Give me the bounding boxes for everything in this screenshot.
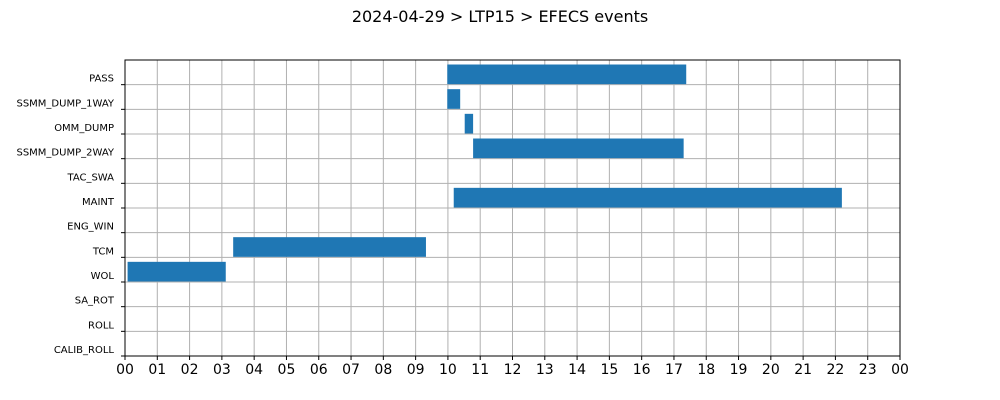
event-bar-maint bbox=[453, 187, 842, 208]
x-tick-label: 05 bbox=[278, 362, 296, 378]
chart-title: 2024-04-29 > LTP15 > EFECS events bbox=[352, 7, 648, 26]
axis-ticks bbox=[121, 84, 901, 360]
event-bars bbox=[127, 64, 842, 282]
x-tick-label: 07 bbox=[342, 362, 360, 378]
x-tick-label: 16 bbox=[633, 362, 651, 378]
y-tick-label: ROLL bbox=[88, 320, 114, 331]
x-tick-label: 18 bbox=[697, 362, 715, 378]
x-tick-label: 00 bbox=[116, 362, 134, 378]
y-tick-label: CALIB_ROLL bbox=[54, 345, 115, 356]
x-tick-label: 11 bbox=[471, 362, 489, 378]
x-tick-label: 03 bbox=[213, 362, 231, 378]
event-bar-pass bbox=[447, 64, 687, 85]
y-tick-label: TCM bbox=[92, 246, 114, 257]
event-bar-tcm bbox=[233, 237, 426, 257]
x-tick-label: 19 bbox=[730, 362, 748, 378]
x-tick-label: 12 bbox=[504, 362, 522, 378]
y-tick-label: TAC_SWA bbox=[66, 172, 114, 183]
y-tick-label: SA_ROT bbox=[75, 296, 115, 307]
x-tick-label: 01 bbox=[148, 362, 166, 378]
event-bar-ssmm-dump-2way bbox=[473, 138, 684, 159]
y-tick-label: WOL bbox=[91, 271, 115, 282]
x-tick-label: 20 bbox=[762, 362, 780, 378]
grid-lines bbox=[124, 60, 901, 357]
x-tick-label: 21 bbox=[794, 362, 812, 378]
y-tick-label: ENG_WIN bbox=[67, 222, 114, 233]
x-tick-label: 00 bbox=[891, 362, 909, 378]
x-tick-label: 04 bbox=[245, 362, 263, 378]
event-bar-wol bbox=[127, 261, 226, 282]
x-tick-label: 09 bbox=[407, 362, 425, 378]
x-tick-label: 13 bbox=[536, 362, 554, 378]
x-tick-labels: 00 01 02 03 04 05 06 07 08 09 10 11 12 13 14 15 16 17 18 19… bbox=[116, 362, 909, 378]
y-tick-labels: PASS SSMM_DUMP_1WAY OMM_DUMP SSMM_DUMP_2WAY… bbox=[16, 74, 114, 356]
x-tick-label: 23 bbox=[859, 362, 877, 378]
x-tick-label: 15 bbox=[600, 362, 618, 378]
y-tick-label: OMM_DUMP bbox=[54, 123, 114, 134]
event-bar-omm-dump bbox=[464, 113, 474, 134]
plot-frame bbox=[124, 59, 901, 357]
x-tick-label: 02 bbox=[181, 362, 199, 378]
x-tick-label: 14 bbox=[568, 362, 586, 378]
y-tick-label: MAINT bbox=[82, 197, 115, 208]
y-tick-label: SSMM_DUMP_2WAY bbox=[16, 148, 114, 159]
x-tick-label: 06 bbox=[310, 362, 328, 378]
y-tick-label: SSMM_DUMP_1WAY bbox=[16, 98, 114, 109]
x-tick-label: 22 bbox=[827, 362, 845, 378]
x-tick-label: 17 bbox=[665, 362, 683, 378]
x-tick-label: 08 bbox=[374, 362, 392, 378]
event-bar-ssmm-dump-1way bbox=[447, 89, 461, 109]
y-tick-label: PASS bbox=[89, 74, 114, 85]
x-tick-label: 10 bbox=[439, 362, 457, 378]
